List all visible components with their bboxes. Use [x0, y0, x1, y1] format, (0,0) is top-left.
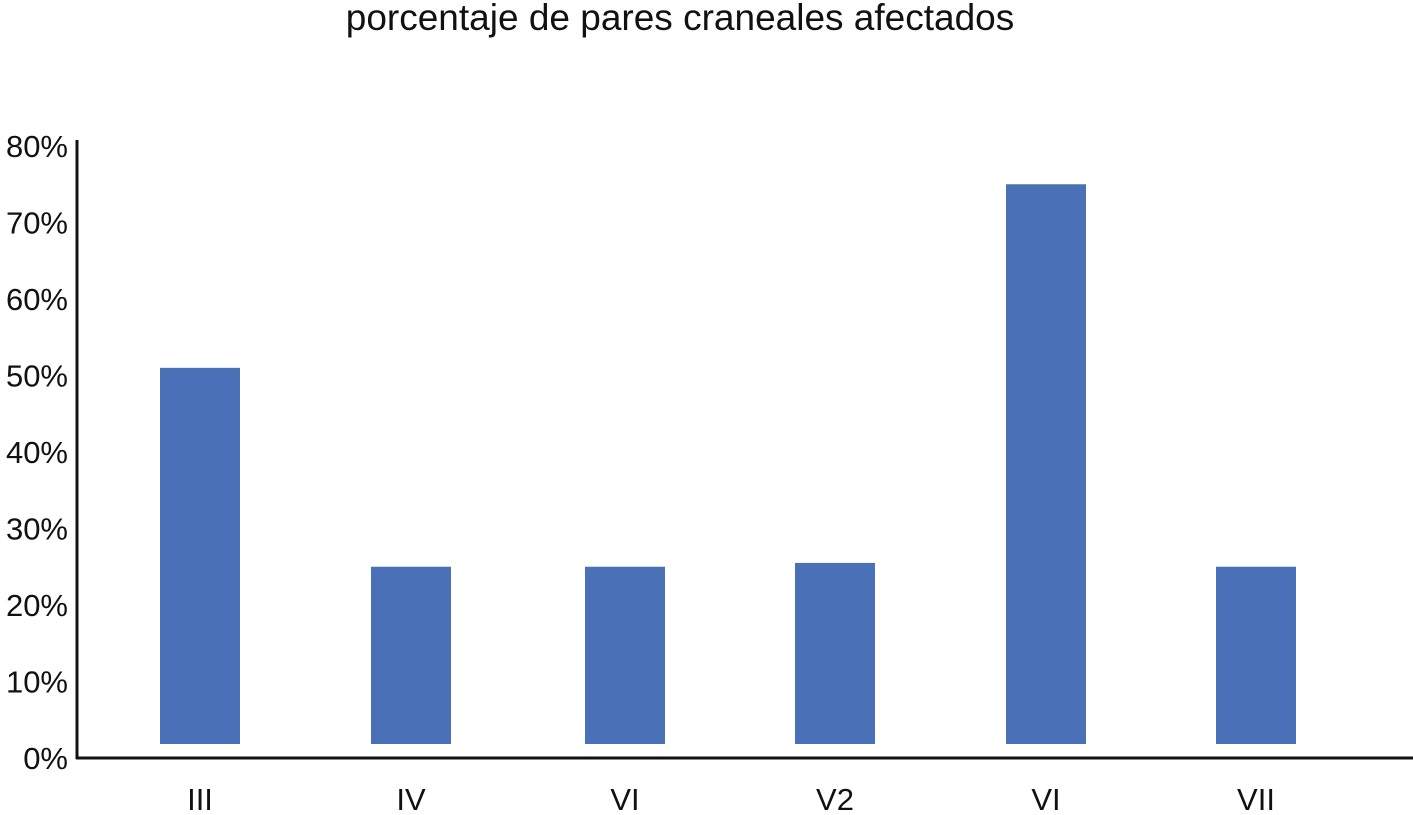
bar — [585, 566, 665, 744]
x-category-label: III — [187, 782, 213, 810]
y-axis-ticks: 0% 10% 20% 30% 40% 50% 60% 70% 80% — [6, 129, 68, 776]
bar — [795, 562, 875, 744]
bars — [160, 184, 1296, 744]
x-category-label: VII — [1237, 782, 1275, 810]
bar — [1216, 566, 1296, 744]
y-tick-label: 10% — [6, 665, 68, 700]
x-category-label: IV — [396, 782, 426, 810]
bar — [160, 367, 240, 744]
x-category-label: V2 — [816, 782, 854, 810]
y-tick-label: 50% — [6, 359, 68, 394]
y-tick-label: 30% — [6, 512, 68, 547]
x-axis-labels: III IV VI V2 VI VII — [187, 782, 1275, 815]
y-tick-label: 0% — [23, 741, 68, 776]
bar — [1006, 184, 1086, 744]
x-category-label: VI — [610, 782, 639, 810]
bar — [371, 566, 451, 744]
x-category-label: VI — [1031, 782, 1060, 810]
y-tick-label: 20% — [6, 588, 68, 623]
y-tick-label: 60% — [6, 282, 68, 317]
y-tick-label: 40% — [6, 435, 68, 470]
chart-title: porcentaje de pares craneales afectados — [346, 0, 1015, 38]
y-tick-label: 70% — [6, 206, 68, 241]
y-tick-label: 80% — [6, 129, 68, 164]
